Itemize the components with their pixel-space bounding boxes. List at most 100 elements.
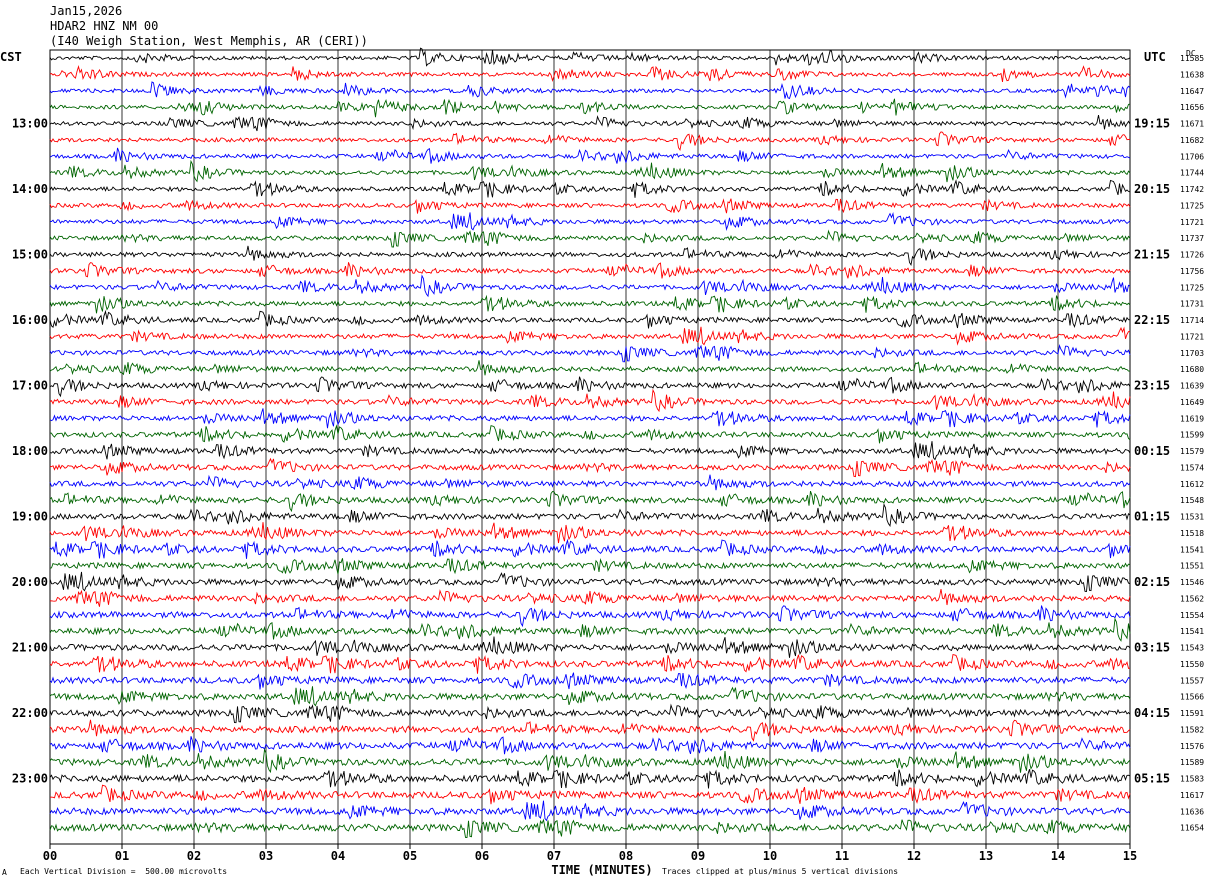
- right-hour-label: 21:15: [1134, 248, 1170, 262]
- dc-value-label: 11654: [1180, 824, 1204, 833]
- left-hour-label: 19:00: [12, 510, 48, 524]
- dc-value-label: 11541: [1180, 545, 1204, 554]
- x-tick-label: 09: [691, 849, 705, 863]
- seismic-trace: [49, 326, 1131, 346]
- x-tick-label: 13: [979, 849, 993, 863]
- seismic-trace: [49, 98, 1131, 118]
- seismic-trace: [49, 376, 1131, 398]
- dc-value-label: 11585: [1180, 54, 1204, 63]
- seismic-trace: [49, 343, 1131, 363]
- dc-value-label: 11562: [1180, 594, 1204, 603]
- right-hour-label: 19:15: [1134, 117, 1170, 131]
- dc-value-label: 11756: [1180, 267, 1204, 276]
- dc-value-label: 11706: [1180, 152, 1204, 161]
- dc-value-label: 11671: [1180, 120, 1204, 129]
- x-tick-label: 14: [1051, 849, 1065, 863]
- seismic-trace: [49, 64, 1131, 83]
- seismic-trace: [49, 703, 1131, 724]
- dc-value-label: 11576: [1180, 742, 1204, 751]
- right-hour-label: 01:15: [1134, 510, 1170, 524]
- corner-mark: A: [2, 868, 7, 877]
- dc-value-label: 11680: [1180, 365, 1204, 374]
- clip-note: Traces clipped at plus/minus 5 vertical …: [662, 867, 899, 876]
- x-tick-label: 02: [187, 849, 201, 863]
- dc-value-label: 11541: [1180, 627, 1204, 636]
- seismic-trace: [49, 388, 1131, 413]
- left-hour-label: 13:00: [12, 117, 48, 131]
- dc-value-label: 11599: [1180, 431, 1204, 440]
- seismic-trace: [49, 159, 1131, 183]
- x-tick-label: 12: [907, 849, 921, 863]
- seismic-trace: [49, 490, 1131, 513]
- seismic-trace: [49, 589, 1131, 607]
- seismic-trace: [49, 474, 1131, 491]
- vertical-grid: [121, 50, 1059, 844]
- x-axis-ticks: 00 01 02 03 04 05 06 07 08 09 10 11 12 13 14 15: [43, 844, 1137, 863]
- dc-value-label: 11554: [1180, 611, 1204, 620]
- right-hour-label: 02:15: [1134, 575, 1170, 589]
- x-tick-label: 00: [43, 849, 57, 863]
- seismic-trace: [49, 605, 1131, 628]
- dc-value-label: 11557: [1180, 676, 1204, 685]
- dc-value-label: 11737: [1180, 234, 1204, 243]
- dc-value-label: 11638: [1180, 70, 1204, 79]
- seismic-trace: [49, 115, 1131, 132]
- seismic-trace: [49, 636, 1131, 658]
- x-tick-label: 06: [475, 849, 489, 863]
- dc-value-label: 11725: [1180, 201, 1204, 210]
- seismic-trace: [49, 800, 1131, 822]
- right-timezone: UTC: [1144, 50, 1166, 64]
- seismic-trace: [49, 653, 1131, 674]
- seismic-trace: [49, 719, 1131, 742]
- seismic-trace: [49, 131, 1131, 152]
- seismic-trace: [49, 441, 1131, 461]
- dc-value-label: 11682: [1180, 136, 1204, 145]
- dc-value-label: 11531: [1180, 513, 1204, 522]
- left-hour-label: 14:00: [12, 182, 48, 196]
- seismic-trace: [49, 784, 1131, 805]
- x-axis-label: TIME (MINUTES): [551, 863, 652, 877]
- seismic-trace: [49, 558, 1131, 575]
- x-tick-label: 10: [763, 849, 777, 863]
- seismic-trace: [49, 736, 1131, 755]
- seismic-trace: [49, 229, 1131, 248]
- seismic-trace: [49, 522, 1131, 544]
- right-hour-label: 20:15: [1134, 182, 1170, 196]
- dc-value-label: 11579: [1180, 447, 1204, 456]
- left-hour-label: 20:00: [12, 575, 48, 589]
- x-tick-label: 07: [547, 849, 561, 863]
- left-hour-label: 15:00: [12, 248, 48, 262]
- dc-value-label: 11714: [1180, 316, 1204, 325]
- seismic-trace: [49, 672, 1131, 690]
- seismic-trace: [49, 686, 1131, 707]
- right-hour-label: 00:15: [1134, 444, 1170, 458]
- seismic-trace: [49, 424, 1131, 444]
- dc-value-label: 11721: [1180, 218, 1204, 227]
- left-hour-label: 21:00: [12, 641, 48, 655]
- right-hour-label: 05:15: [1134, 772, 1170, 786]
- seismic-trace: [49, 211, 1131, 231]
- dc-value-label: 11647: [1180, 87, 1204, 96]
- dc-value-label: 11612: [1180, 480, 1204, 489]
- dc-value-label: 11591: [1180, 709, 1204, 718]
- dc-value-label: 11589: [1180, 758, 1204, 767]
- seismic-trace: [49, 457, 1131, 478]
- x-tick-label: 15: [1123, 849, 1137, 863]
- right-hour-label: 22:15: [1134, 313, 1170, 327]
- dc-value-label: 11550: [1180, 660, 1204, 669]
- dc-value-label: 11548: [1180, 496, 1204, 505]
- dc-value-label: 11582: [1180, 725, 1204, 734]
- right-hour-label: 23:15: [1134, 379, 1170, 393]
- seismic-trace: [49, 748, 1131, 774]
- dc-value-label: 11649: [1180, 398, 1204, 407]
- seismic-trace: [49, 198, 1131, 214]
- x-tick-label: 03: [259, 849, 273, 863]
- dc-value-label: 11574: [1180, 463, 1204, 472]
- dc-value-label: 11731: [1180, 300, 1204, 309]
- seismic-trace: [49, 503, 1131, 527]
- left-hour-label: 23:00: [12, 772, 48, 786]
- seismic-traces: [49, 47, 1131, 838]
- dc-labels: 11585 11638 11647 11656 11671 11682 11706 11744…: [1180, 54, 1204, 833]
- dc-value-label: 11726: [1180, 251, 1204, 260]
